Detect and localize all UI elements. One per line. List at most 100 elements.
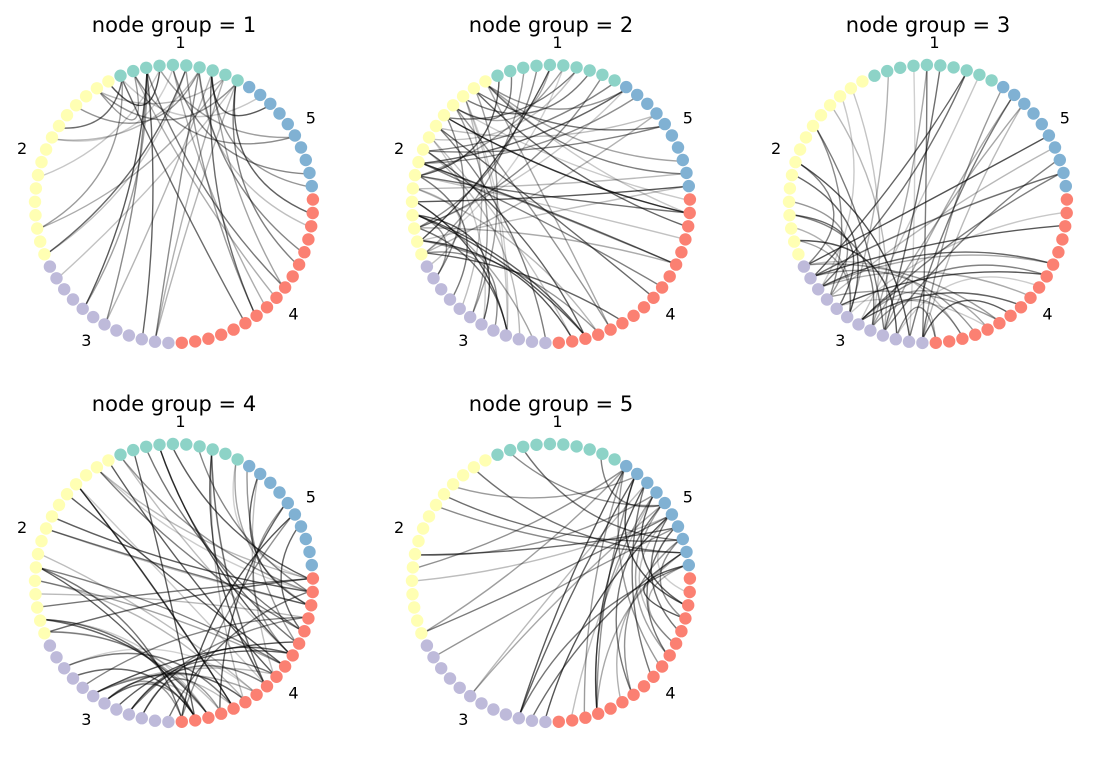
node-group-4 xyxy=(215,328,228,341)
node-group-3 xyxy=(57,283,71,296)
edge xyxy=(84,71,148,307)
node-group-4 xyxy=(306,193,320,206)
node-group-1 xyxy=(140,61,153,74)
edge xyxy=(436,527,675,656)
node-group-2 xyxy=(467,461,481,474)
group-label-2: 2 xyxy=(394,518,404,537)
node-group-1 xyxy=(868,69,881,82)
node-group-3 xyxy=(162,715,175,729)
node-group-3 xyxy=(98,318,111,331)
node-group-4 xyxy=(298,246,311,259)
edge xyxy=(624,476,685,606)
group-label-2: 2 xyxy=(394,139,404,158)
node-group-2 xyxy=(45,131,59,144)
node-group-2 xyxy=(412,534,425,548)
node-group-4 xyxy=(604,323,617,336)
node-group-1 xyxy=(543,58,557,72)
node-group-1 xyxy=(517,61,530,74)
edge xyxy=(519,469,625,715)
node-group-4 xyxy=(675,246,688,259)
panel-title: node group = 2 xyxy=(469,13,633,37)
node-group-3 xyxy=(87,689,100,703)
node-group-4 xyxy=(270,291,283,304)
edge xyxy=(446,496,680,542)
edge xyxy=(859,78,979,322)
node-group-3 xyxy=(464,689,477,703)
edge xyxy=(55,70,200,141)
node-group-1 xyxy=(920,58,934,72)
node-group-4 xyxy=(306,572,320,585)
edge xyxy=(78,70,200,124)
edge xyxy=(210,453,265,684)
node-group-4 xyxy=(260,680,274,693)
node-group-1 xyxy=(973,68,986,82)
node-group-5 xyxy=(671,520,685,533)
panel-title: node group = 3 xyxy=(846,13,1010,37)
node-group-5 xyxy=(680,166,693,180)
node-group-1 xyxy=(517,440,530,453)
node-group-2 xyxy=(411,235,424,248)
edge xyxy=(172,68,265,305)
edge xyxy=(416,188,461,266)
edge xyxy=(883,97,1013,332)
node-group-3 xyxy=(453,681,466,694)
node-group-5 xyxy=(273,107,286,120)
node-group-2 xyxy=(406,561,420,574)
edge xyxy=(422,162,673,264)
node-group-2 xyxy=(60,109,74,122)
edge xyxy=(198,450,310,593)
node-group-4 xyxy=(215,707,228,720)
node-group-2 xyxy=(789,155,802,169)
edge xyxy=(98,74,140,121)
node-group-2 xyxy=(79,90,93,103)
edge xyxy=(180,515,293,719)
edge xyxy=(795,175,859,315)
node-group-5 xyxy=(264,97,277,111)
node-group-2 xyxy=(429,119,443,133)
node-group-1 xyxy=(231,74,244,87)
node-group-4 xyxy=(239,696,252,709)
edge xyxy=(596,476,636,711)
node-group-2 xyxy=(405,195,419,208)
node-group-2 xyxy=(415,248,428,261)
edge xyxy=(422,89,625,164)
edge xyxy=(105,74,213,322)
node-group-2 xyxy=(102,454,115,467)
node-group-5 xyxy=(305,558,318,572)
node-group-2 xyxy=(52,119,66,133)
node-group-5 xyxy=(281,117,294,131)
node-group-5 xyxy=(631,88,644,102)
edge xyxy=(465,73,590,115)
node-group-2 xyxy=(29,588,42,601)
edge xyxy=(616,552,683,699)
node-group-4 xyxy=(202,711,215,724)
node-group-3 xyxy=(43,260,57,273)
node-group-5 xyxy=(303,545,316,559)
node-group-2 xyxy=(785,168,799,182)
edge xyxy=(464,99,508,332)
node-group-5 xyxy=(1053,153,1067,167)
edge xyxy=(820,99,855,288)
node-group-2 xyxy=(408,222,421,235)
node-group-4 xyxy=(943,335,956,348)
node-group-3 xyxy=(110,703,123,716)
node-group-5 xyxy=(288,129,302,142)
node-group-4 xyxy=(637,680,651,693)
node-group-2 xyxy=(34,235,47,248)
node-group-1 xyxy=(219,68,232,82)
node-group-4 xyxy=(683,193,697,206)
node-group-3 xyxy=(435,283,448,296)
edge xyxy=(67,652,233,706)
edge xyxy=(486,84,686,214)
group-label-3: 3 xyxy=(81,710,91,729)
node-group-3 xyxy=(820,293,834,306)
node-group-3 xyxy=(66,293,80,306)
node-group-1 xyxy=(530,438,543,451)
node-group-4 xyxy=(682,599,695,612)
node-group-2 xyxy=(467,82,481,95)
edge xyxy=(142,646,290,715)
panel-title: node group = 4 xyxy=(92,392,256,416)
node-group-2 xyxy=(31,222,44,235)
node-group-4 xyxy=(278,660,292,673)
node-group-3 xyxy=(916,336,929,350)
